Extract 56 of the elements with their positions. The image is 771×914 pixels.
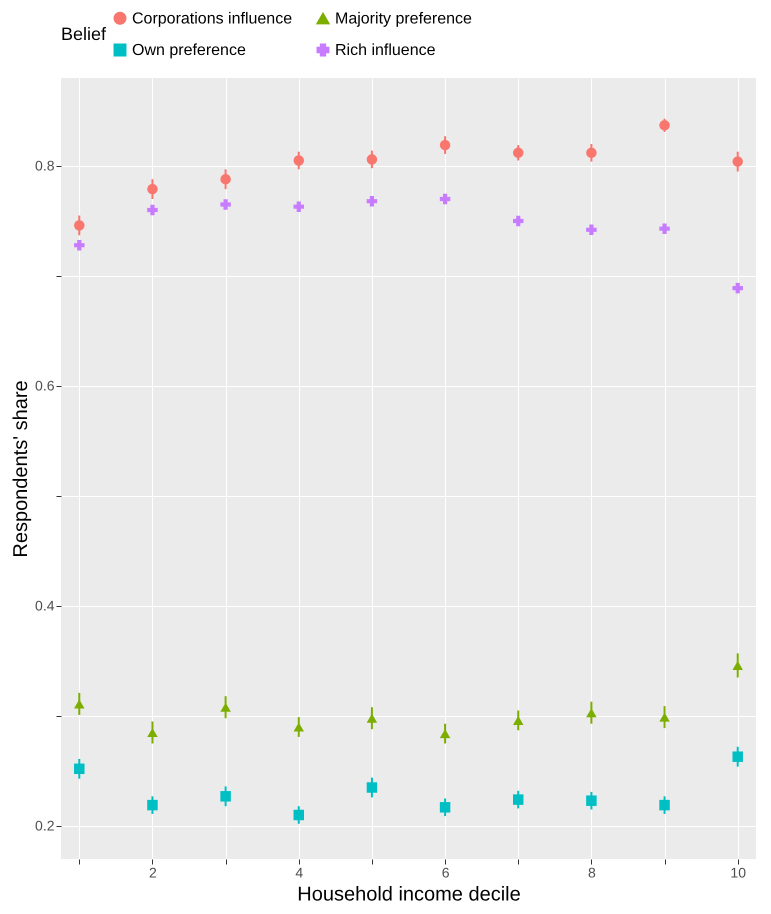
y-tick-label: 0.6 <box>35 378 55 394</box>
point <box>294 810 304 820</box>
point <box>147 800 158 810</box>
y-tick-label: 0.4 <box>35 598 55 614</box>
point <box>732 751 743 762</box>
legend-label: Majority preference <box>335 10 472 28</box>
point <box>732 156 743 167</box>
point <box>220 174 231 184</box>
x-tick-label: 2 <box>149 864 158 880</box>
point <box>147 204 158 216</box>
legend-label: Own preference <box>132 42 246 59</box>
point <box>512 216 524 226</box>
x-tick-label: 4 <box>295 864 304 880</box>
point <box>74 764 85 774</box>
point <box>659 223 670 234</box>
x-tick-label: 8 <box>588 864 596 880</box>
legend-title: Belief <box>61 24 108 44</box>
point <box>74 240 85 250</box>
point <box>220 702 231 712</box>
point <box>586 795 597 806</box>
y-tick-label: 0.2 <box>35 818 55 834</box>
legend-label: Corporations influence <box>132 10 292 28</box>
point <box>440 140 450 150</box>
point <box>586 224 597 236</box>
point <box>512 794 524 805</box>
point <box>586 148 597 158</box>
x-tick-label: 10 <box>730 864 746 880</box>
point <box>366 714 378 723</box>
point <box>147 728 158 738</box>
x-axis-title: Household income decile <box>297 884 521 906</box>
point <box>512 716 524 725</box>
point <box>659 712 670 722</box>
point <box>732 660 743 670</box>
point <box>512 148 524 158</box>
point <box>366 154 378 165</box>
x-tick-label: 6 <box>442 864 450 880</box>
point <box>74 699 85 708</box>
point <box>220 791 231 802</box>
point <box>732 282 743 294</box>
point <box>74 220 85 231</box>
legend-label: Rich influence <box>335 42 436 59</box>
point <box>659 120 670 131</box>
point <box>220 199 231 210</box>
y-axis-title: Respondents' share <box>10 380 32 558</box>
point <box>366 782 378 793</box>
point <box>440 729 450 738</box>
point <box>440 194 450 204</box>
point <box>147 184 158 194</box>
point <box>586 708 597 718</box>
point <box>294 722 304 732</box>
point <box>659 800 670 810</box>
point <box>440 802 450 813</box>
point <box>294 155 304 166</box>
point <box>366 196 378 206</box>
point <box>294 201 304 212</box>
y-tick-label: 0.8 <box>35 158 55 174</box>
